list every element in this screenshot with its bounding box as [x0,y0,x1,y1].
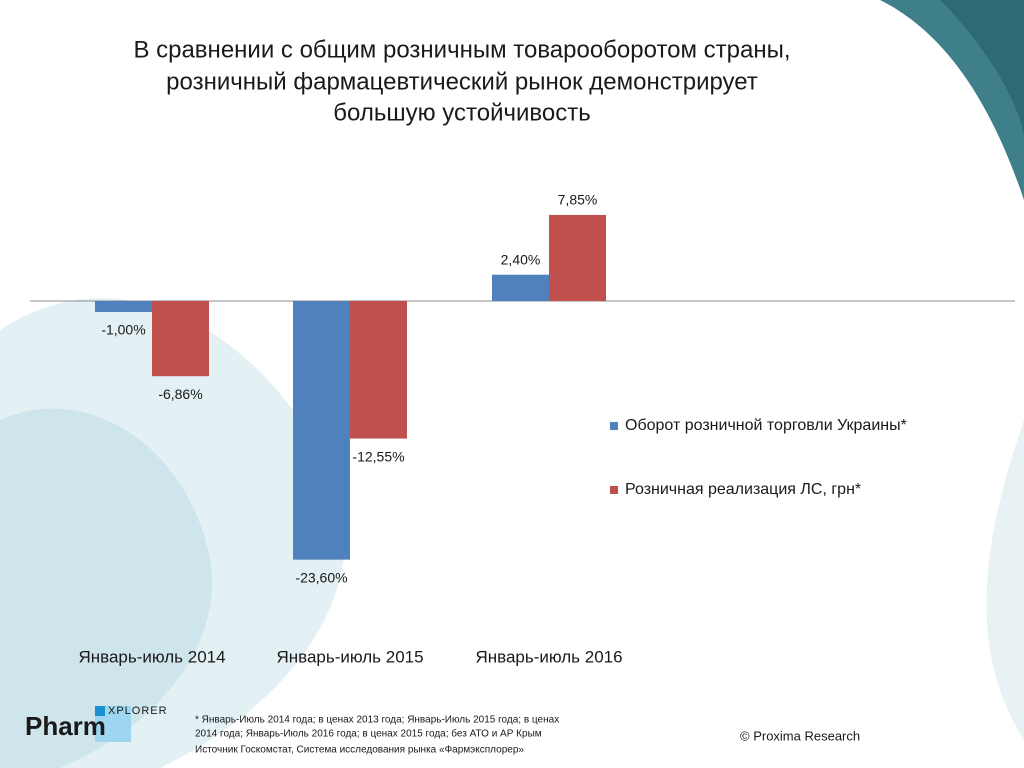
logo-sub: XPLORER [108,705,168,717]
bar [293,301,350,560]
title-line: большую устойчивость [333,99,590,126]
copyright: © Proxima Research [740,728,860,743]
value-label: -12,55% [352,448,404,464]
value-label: 2,40% [501,251,541,267]
bar [152,301,209,377]
decor-swoosh [986,420,1024,740]
bar [549,214,606,301]
decor-swoosh [940,0,1024,140]
decor-swoosh [0,408,212,768]
bar [350,301,407,439]
source: Источник Госкомстат, Система исследовани… [195,745,524,756]
x-tick-label: Январь-июль 2016 [475,647,622,666]
legend-label: Оборот розничной торговли Украины* [625,417,907,434]
footnote: 2014 года; Январь-Июль 2016 года; в цена… [195,728,542,740]
value-label: -6,86% [158,386,202,402]
legend-swatch [610,422,618,430]
logo-box [95,706,105,716]
value-label: 7,85% [558,192,598,208]
title-line: розничный фармацевтический рынок демонст… [166,68,758,95]
value-label: -1,00% [101,322,145,338]
value-label: -23,60% [295,569,347,585]
legend-label: Розничная реализация ЛС, грн* [625,481,861,498]
footnote: * Январь-Июль 2014 года; в ценах 2013 го… [195,715,559,726]
x-tick-label: Январь-июль 2015 [276,647,423,666]
legend-swatch [610,486,618,494]
logo-main: Pharm [25,711,106,741]
x-tick-label: Январь-июль 2014 [78,647,225,666]
plot: Январь-июль 2014 -1,00% -6,86% Январь-июль … [78,192,906,667]
title-line: В сравнении с общим розничным товарообор… [133,36,790,63]
bar [95,301,152,312]
bar [492,274,549,301]
